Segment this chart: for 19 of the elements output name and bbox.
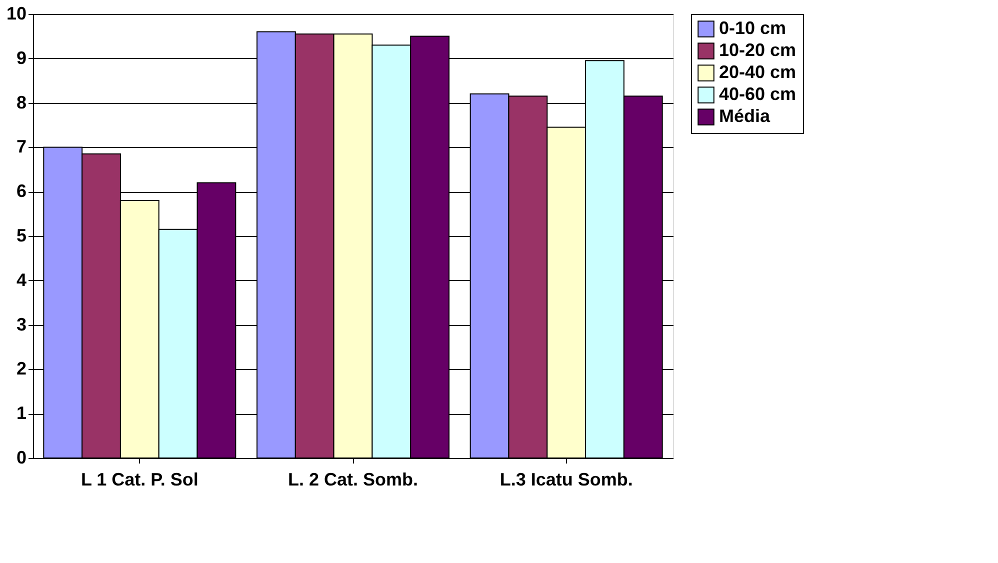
legend-label: 10-20 cm xyxy=(719,40,796,60)
y-tick-label: 1 xyxy=(16,403,26,424)
y-tick-label: 6 xyxy=(16,181,26,202)
legend-label: 0-10 cm xyxy=(719,18,786,38)
y-tick-label: 8 xyxy=(16,92,26,112)
x-tick-label: L. 2 Cat. Somb. xyxy=(288,470,418,490)
y-tick-label: 2 xyxy=(16,358,26,379)
y-tick-label: 10 xyxy=(6,4,26,24)
y-tick-label: 7 xyxy=(16,136,26,157)
y-tick-label: 4 xyxy=(16,270,26,290)
legend-label: Média xyxy=(719,106,771,126)
legend-label: 20-40 cm xyxy=(719,62,796,82)
x-tick-label: L 1 Cat. P. Sol xyxy=(80,470,198,490)
legend-label: 40-60 cm xyxy=(719,84,796,104)
x-tick-label: L.3 Icatu Somb. xyxy=(500,470,633,490)
y-tick-label: 9 xyxy=(16,48,26,68)
y-tick-label: 0 xyxy=(16,448,26,468)
y-tick-label: 5 xyxy=(16,226,26,246)
y-tick-label: 3 xyxy=(16,314,26,334)
